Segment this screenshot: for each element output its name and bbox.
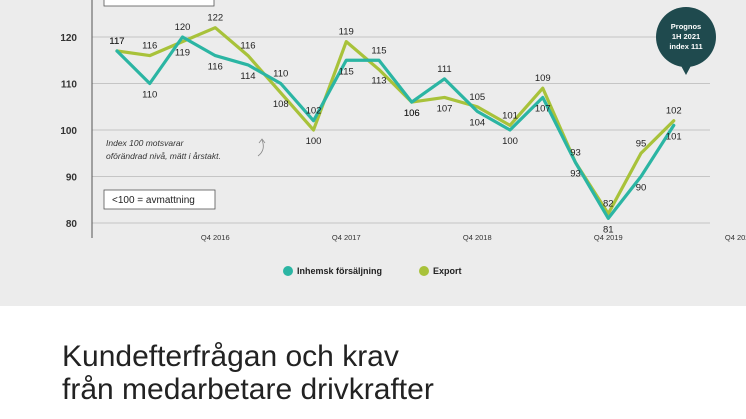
chart-panel: 80 90 100 110 120 Q4 2016 Q4 2017 Q4 2018 Q4 20…	[0, 0, 746, 306]
headline: Kundefterfrågan och krav från medarbetar…	[62, 340, 742, 406]
data-label-inhemsk: 90	[636, 183, 647, 194]
series-layer	[115, 26, 676, 220]
data-label-inhemsk: 104	[469, 117, 485, 128]
data-label-export: 107	[437, 103, 453, 114]
data-label-inhemsk: 117	[109, 36, 124, 47]
x-tick-label: Q4 2018	[463, 233, 492, 242]
data-label-export: 101	[502, 110, 518, 121]
data-label-inhemsk: 115	[371, 45, 386, 56]
data-label-inhemsk: 107	[535, 103, 551, 114]
data-label-inhemsk: 106	[404, 108, 420, 119]
data-label-inhemsk: 115	[339, 66, 354, 77]
data-label-export: 100	[306, 136, 322, 147]
data-label-export: 109	[535, 73, 551, 84]
data-labels: 117 110 120 116 114 110 102 115 115 106 111 104 100 1…	[109, 13, 681, 236]
data-label-export: 102	[666, 106, 682, 117]
forecast-line2: 1H 2021	[672, 32, 700, 41]
data-label-export: 122	[207, 13, 223, 24]
data-label-export: 116	[142, 41, 157, 52]
data-label-inhemsk: 114	[240, 71, 255, 82]
x-tick-label: Q4 2016	[201, 233, 230, 242]
forecast-line3: index 111	[669, 42, 702, 51]
x-tick-label: Q4 2017	[332, 233, 361, 242]
data-label-export: 116	[240, 41, 255, 52]
index-note-line2: oförändrad nivå, mätt i årstakt.	[106, 151, 221, 161]
data-label-export: 82	[603, 199, 614, 210]
data-label-inhemsk: 81	[603, 224, 614, 235]
x-tick-labels: Q4 2016 Q4 2017 Q4 2018 Q4 2019 Q4 2020	[201, 233, 746, 242]
data-label-export: 113	[371, 76, 386, 87]
data-label-export: 93	[570, 148, 581, 159]
data-label-inhemsk: 110	[142, 90, 157, 101]
data-label-export: 119	[175, 48, 190, 59]
data-label-inhemsk: 102	[306, 106, 322, 117]
data-label-inhemsk: 93	[570, 169, 581, 180]
data-label-export: 106	[404, 108, 420, 119]
data-label-inhemsk: 110	[273, 69, 288, 80]
index-note-line1: Index 100 motsvarar	[106, 138, 185, 148]
y-tick-labels: 80 90 100 110 120	[60, 33, 77, 230]
data-label-export: 108	[273, 99, 289, 110]
data-label-export: 117	[109, 36, 124, 47]
y-tick-label: 120	[60, 33, 77, 44]
data-label-inhemsk: 116	[208, 62, 223, 73]
data-label-export: 105	[469, 92, 485, 103]
avmattning-box	[103, 189, 216, 210]
forecast-badge: Prognos 1H 2021 index 111	[656, 7, 716, 75]
headline-line1: Kundefterfrågan och krav	[62, 340, 399, 373]
note-arrow	[257, 139, 264, 157]
data-label-inhemsk: 120	[175, 22, 191, 33]
y-tick-label: 90	[66, 173, 78, 184]
legend-marker-inhemsk	[283, 266, 293, 276]
avmattning-label: <100 = avmattning	[112, 195, 195, 206]
legend: Inhemsk försäljning Export	[283, 266, 462, 276]
forecast-line1: Prognos	[671, 22, 701, 31]
series-line-inhemsk	[115, 35, 676, 220]
data-label-export: 119	[339, 27, 354, 38]
data-label-inhemsk: 101	[666, 131, 682, 142]
note-arrow-head	[258, 138, 266, 144]
data-label-inhemsk: 111	[437, 64, 451, 75]
forecast-badge-circle	[656, 7, 716, 67]
legend-label-export: Export	[433, 266, 462, 276]
legend-marker-export	[419, 266, 429, 276]
data-label-inhemsk: 100	[502, 136, 518, 147]
headline-line2: från medarbetare drivkrafter	[62, 373, 434, 406]
top-legend-box	[103, 0, 215, 7]
y-tick-label: 100	[60, 126, 77, 137]
x-tick-label: Q4 2019	[594, 233, 623, 242]
x-tick-label: Q4 2020	[725, 233, 746, 242]
data-label-export: 95	[636, 138, 647, 149]
legend-label-inhemsk: Inhemsk försäljning	[297, 266, 382, 276]
y-tick-label: 80	[66, 219, 78, 230]
y-tick-label: 110	[61, 80, 78, 91]
